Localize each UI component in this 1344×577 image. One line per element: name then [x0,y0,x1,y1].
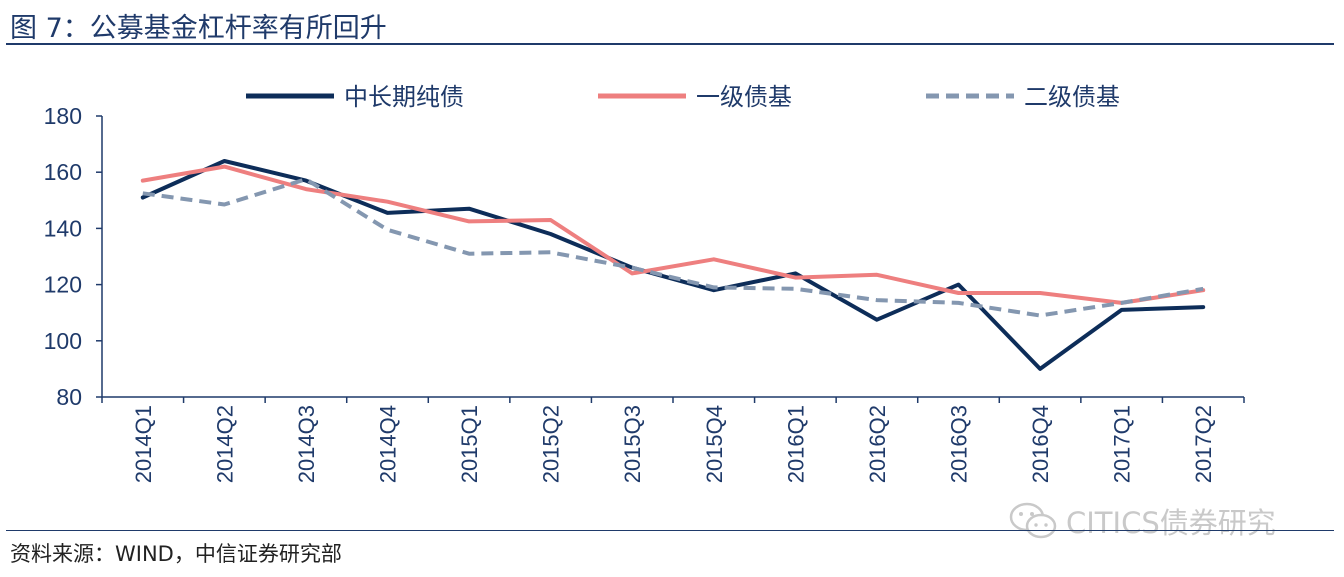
x-tick-label: 2015Q4 [702,405,727,483]
y-tick-label: 180 [44,103,82,129]
watermark-text: CITICS债券研究 [1066,506,1276,540]
legend-label: 二级债基 [1024,83,1120,111]
x-tick-label: 2017Q1 [1110,405,1135,483]
x-tick-label: 2015Q2 [539,405,564,483]
x-tick-label: 2014Q1 [131,405,156,483]
wechat-logo-icon [1009,502,1057,539]
x-tick-label: 2014Q2 [212,405,237,483]
chart-legend: 中长期纯债 一级债基 二级债基 [246,83,1120,111]
legend-label: 一级债基 [696,83,792,111]
x-axis: 2014Q1 2014Q2 2014Q3 2014Q4 2015Q1 2015Q2 2015… [101,396,1245,483]
x-tick-label: 2014Q3 [294,405,319,483]
legend-label: 中长期纯债 [344,83,464,111]
x-tick-label: 2017Q2 [1191,405,1216,483]
x-tick-label: 2016Q3 [947,405,972,483]
source-note: 资料来源：WIND，中信证券研究部 [10,542,342,566]
y-tick-label: 100 [44,328,82,354]
x-tick-label: 2015Q3 [620,405,645,483]
plot-area [140,159,1206,371]
x-tick-label: 2016Q4 [1028,405,1053,483]
y-tick-label: 120 [44,272,82,298]
watermark: CITICS债券研究 [1008,500,1276,542]
y-tick-label: 140 [44,215,82,241]
y-tick-label: 80 [56,384,82,410]
x-tick-label: 2016Q2 [865,405,890,483]
series-line-1 [140,164,1206,305]
title-divider [6,43,1334,45]
x-tick-label: 2015Q1 [457,405,482,483]
series-line-2 [142,177,1204,318]
x-tick-label: 2016Q1 [783,405,808,483]
y-axis: 80 100 120 140 160 180 [44,103,103,410]
y-tick-label: 160 [44,159,82,185]
footer-divider [6,530,1334,531]
x-tick-label: 2014Q4 [376,405,401,483]
chart-title: 图 7：公募基金杠杆率有所回升 [10,13,387,44]
